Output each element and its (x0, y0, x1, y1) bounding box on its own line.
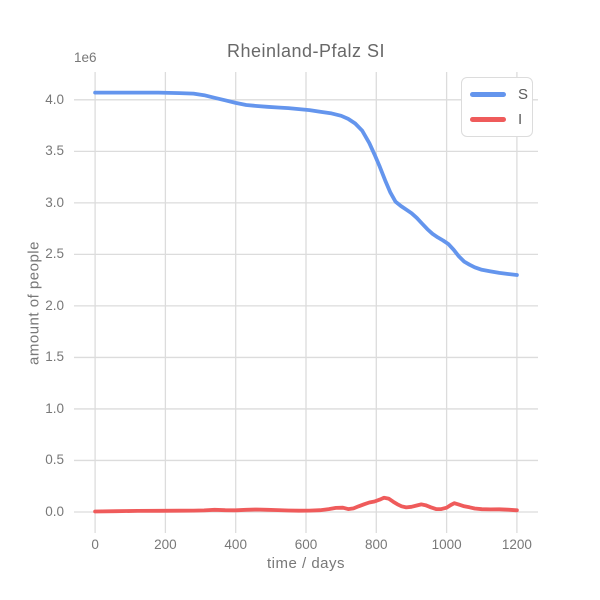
x-tick-label: 400 (224, 537, 247, 552)
legend-entry-I: I (470, 107, 524, 132)
y-tick-label: 0.0 (45, 503, 64, 519)
x-tick-label: 1000 (431, 537, 462, 552)
x-tick-label: 600 (294, 537, 318, 552)
y-tick-label: 1.5 (45, 349, 64, 365)
chart-title: Rheinland-Pfalz SI (226, 41, 386, 61)
legend-label: S (518, 86, 529, 103)
x-axis-label: time / days (266, 555, 346, 572)
legend-line-swatch (470, 92, 506, 97)
y-tick-label: 4.0 (45, 91, 64, 107)
y-tick-label: 3.0 (45, 194, 64, 210)
y-tick-label: 3.5 (45, 143, 64, 159)
x-tick-label: 200 (154, 537, 177, 552)
legend-line-swatch (470, 117, 506, 122)
series-line-I (93, 495, 519, 514)
x-tick-label: 800 (365, 537, 388, 552)
y-tick-label: 2.0 (45, 297, 64, 313)
legend-entry-S: S (470, 82, 528, 107)
x-tick-label: 0 (91, 537, 99, 552)
y-tick-label: 1.0 (45, 400, 64, 416)
y-axis-offset-label: 1e6 (74, 50, 97, 65)
gridlines (74, 72, 538, 533)
y-tick-label: 0.5 (45, 452, 64, 468)
x-tick-label: 1200 (501, 537, 532, 552)
legend-label: I (518, 111, 523, 128)
series-line-S (93, 90, 519, 277)
y-tick-label: 2.5 (45, 246, 64, 262)
